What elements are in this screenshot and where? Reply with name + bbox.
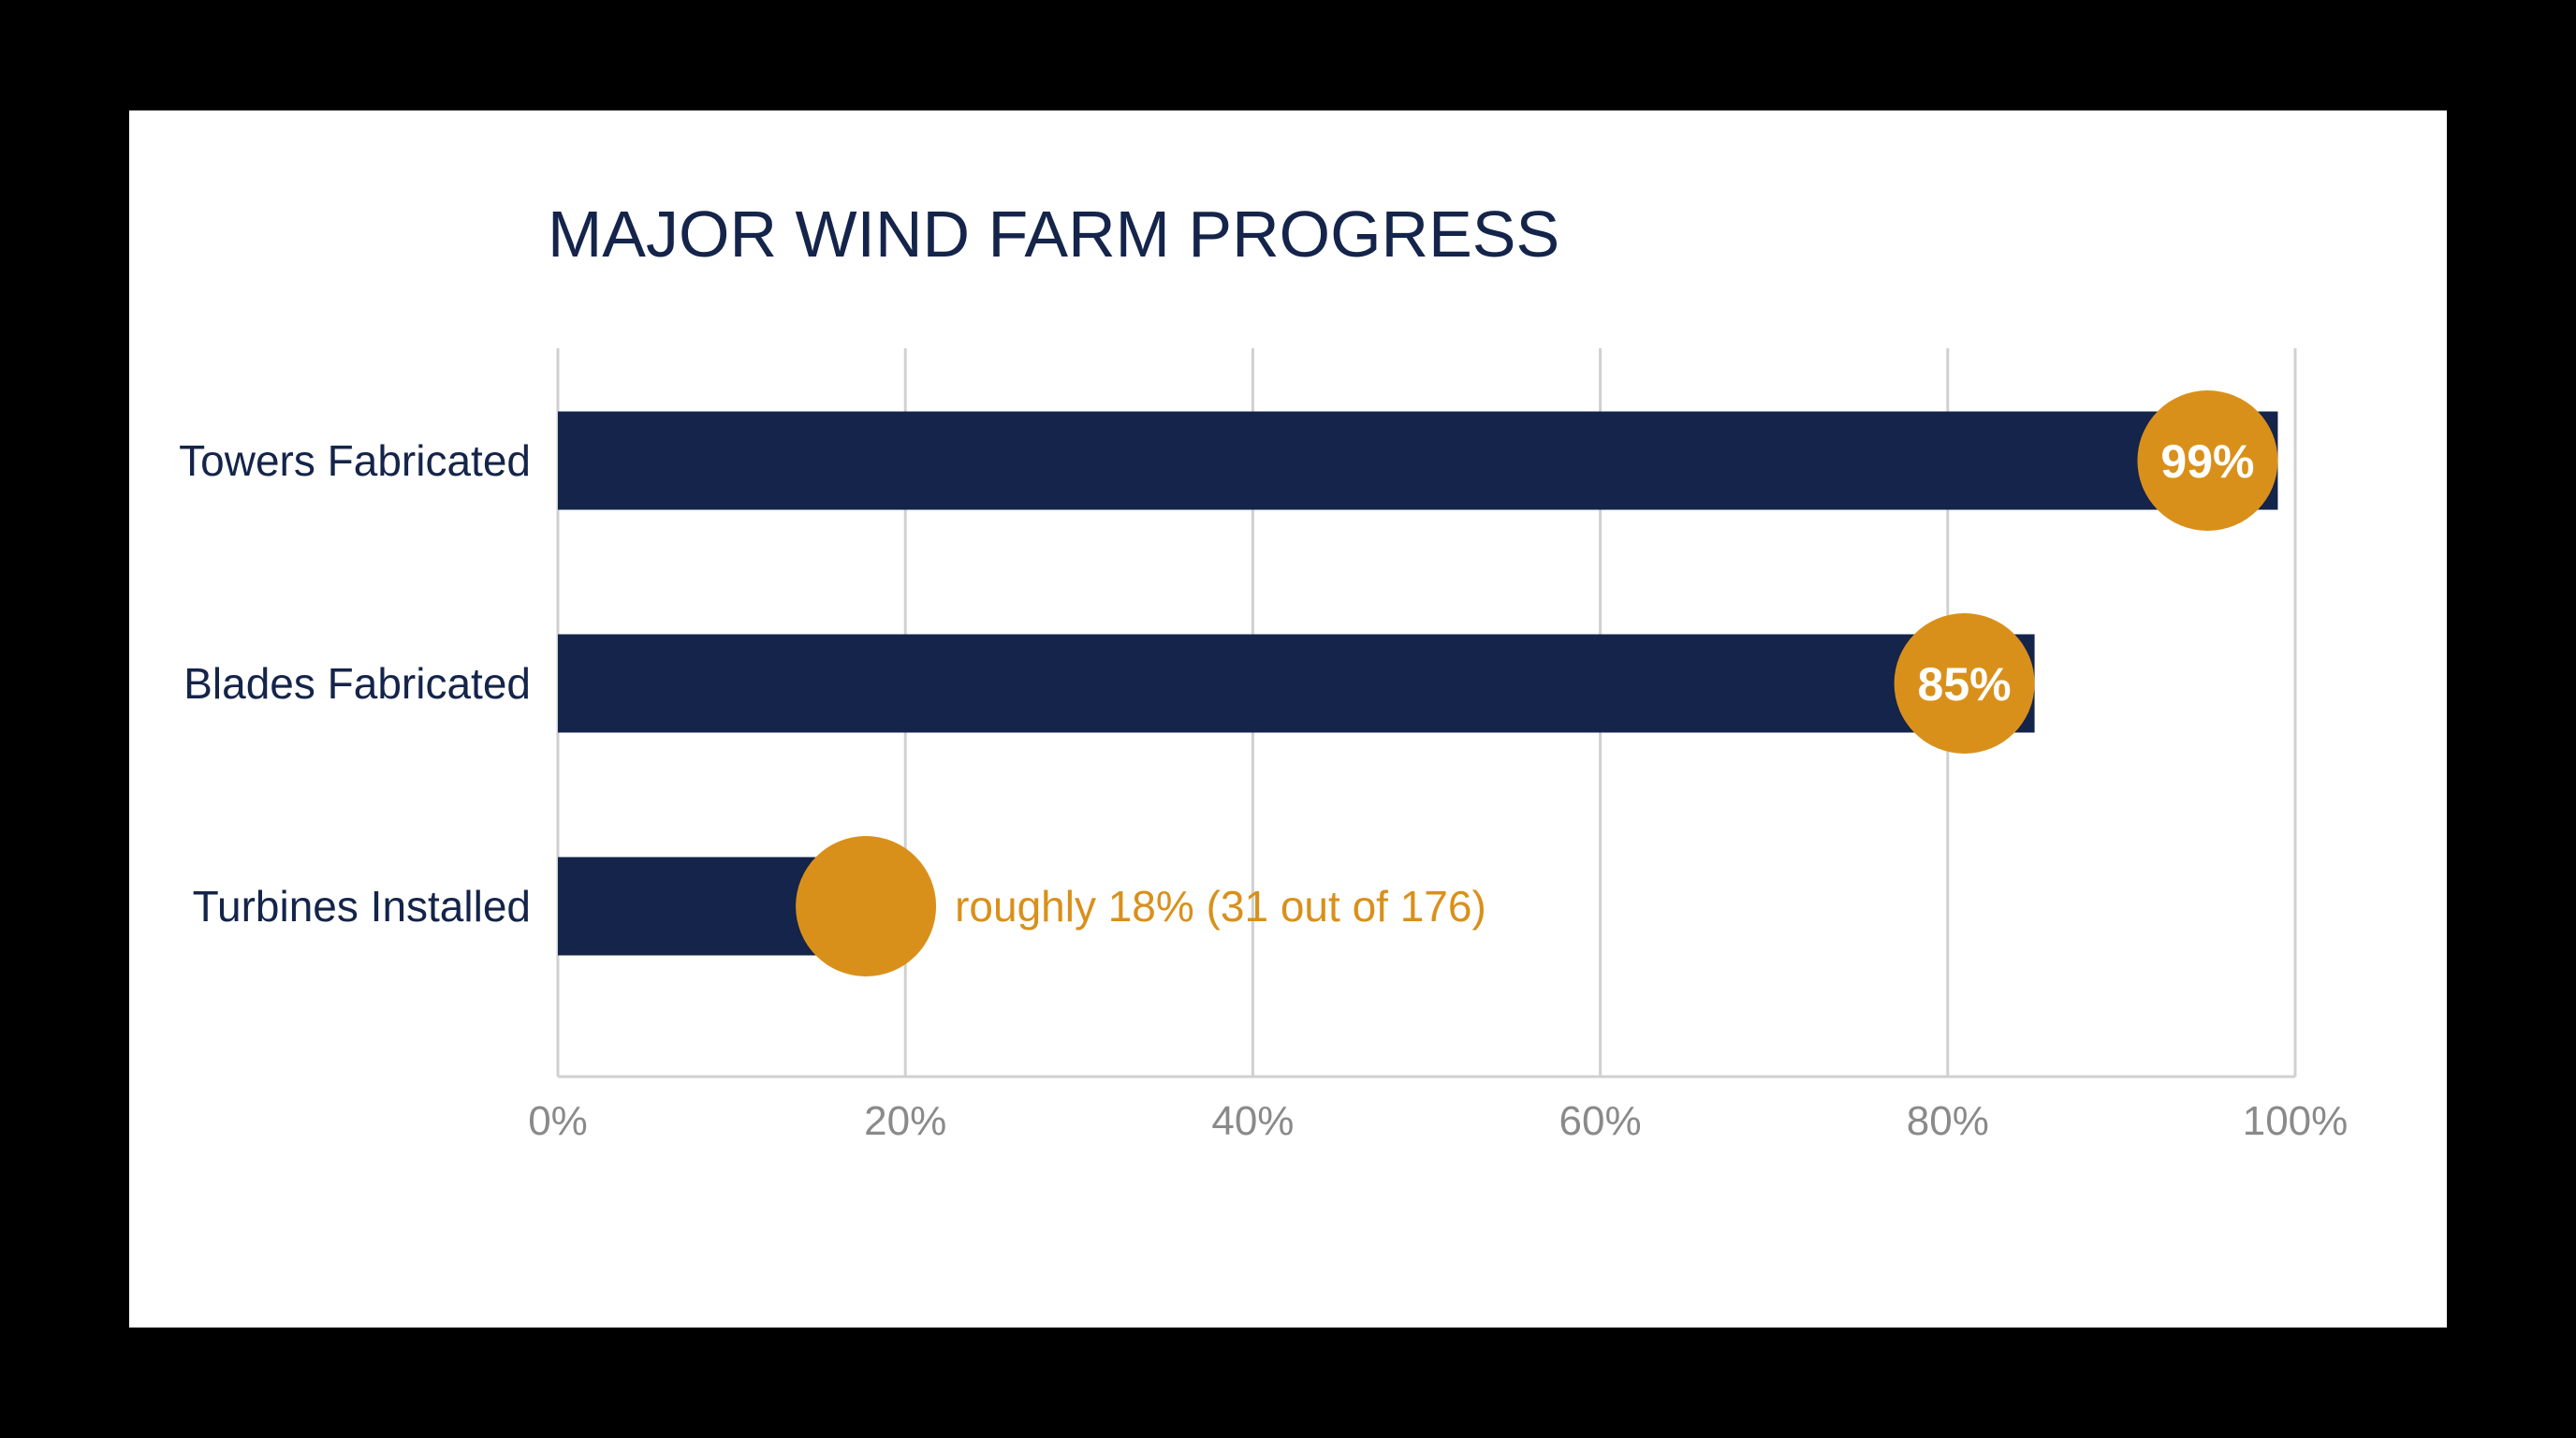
value-marker <box>2137 390 2278 531</box>
x-tick-label: 40% <box>1211 1098 1294 1144</box>
data-label: 99% <box>2160 435 2254 488</box>
x-tick-label: 80% <box>1907 1098 1989 1144</box>
x-tick-label: 20% <box>864 1098 946 1144</box>
x-axis: 0% 20% 40% 60% 80% 100% <box>528 1098 2348 1144</box>
x-tick-label: 60% <box>1559 1098 1642 1144</box>
x-tick-label: 0% <box>528 1098 588 1144</box>
bars: 99% 85% roughly 18% (31 out of 176) <box>558 390 2278 976</box>
category-label: Blades Fabricated <box>183 659 531 708</box>
data-label: 85% <box>1918 658 2012 711</box>
value-marker <box>1894 613 2035 754</box>
category-label: Towers Fabricated <box>179 436 531 485</box>
data-label: roughly 18% (31 out of 176) <box>955 882 1486 931</box>
x-tick-label: 100% <box>2243 1098 2349 1144</box>
value-marker <box>796 836 937 976</box>
chart-title: MAJOR WIND FARM PROGRESS <box>548 198 1559 271</box>
category-axis: Towers Fabricated Blades Fabricated Turbin… <box>179 436 531 931</box>
bar <box>558 411 2278 510</box>
category-label: Turbines Installed <box>193 882 531 931</box>
bar <box>558 634 2035 733</box>
